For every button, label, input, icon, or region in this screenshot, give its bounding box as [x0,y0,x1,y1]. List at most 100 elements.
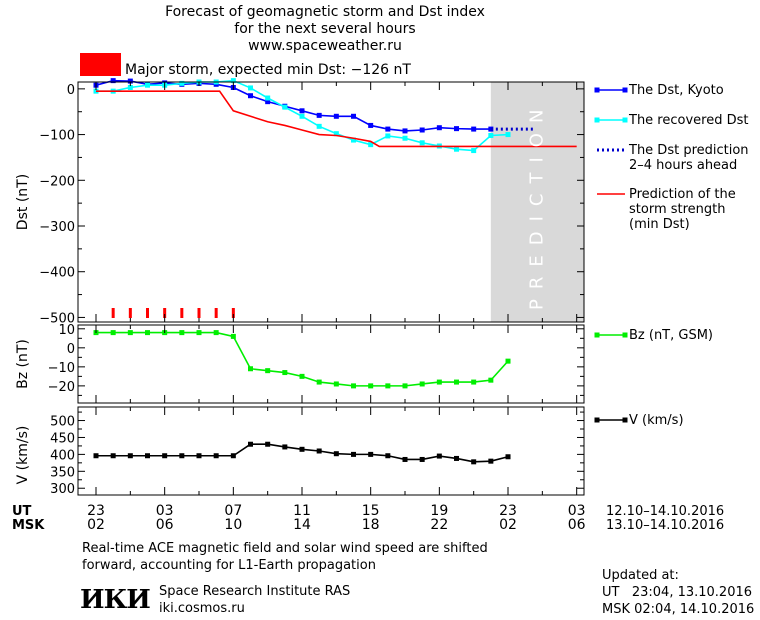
prediction-band-label: PREDICTION [526,100,547,310]
data-point [333,381,339,387]
data-point [454,455,460,461]
ut-tick-label: 15 [362,503,380,519]
data-point [333,131,339,137]
data-point [179,80,185,86]
ut-tick-label: 11 [293,503,311,519]
data-point [419,456,425,462]
ut-tick-label: 03 [156,503,174,519]
v-panel-frame [77,406,585,496]
data-point [145,453,151,459]
data-point [436,379,442,385]
msk-tick-label: 02 [499,517,517,533]
footnote-line2: forward, accounting for L1-Earth propaga… [82,558,376,573]
data-point [299,373,305,379]
data-point [110,453,116,459]
legend-label-v: V (km/s) [629,413,684,428]
data-point [471,459,477,465]
data-point [333,113,339,119]
y-tick-label: −500 [39,311,75,326]
data-point [436,453,442,459]
data-point [419,127,425,133]
legend-marker [622,417,628,423]
data-point [282,444,288,450]
institute-url[interactable]: iki.cosmos.ru [159,601,245,616]
data-point [110,330,116,336]
y-tick-label: 350 [50,465,75,480]
data-point [248,85,254,91]
msk-tick-label: 14 [293,517,311,533]
msk-tick-label: 06 [156,517,174,533]
y-tick-label: 0 [67,342,75,357]
data-point [419,381,425,387]
data-point [145,82,151,88]
y-tick-label: −300 [39,220,75,235]
data-point [282,104,288,110]
data-point [213,330,219,336]
data-point [385,383,391,389]
data-point [436,125,442,131]
data-point [454,146,460,152]
data-point [402,128,408,134]
legend-label-dst-prediction-line2: 2–4 hours ahead [629,158,737,173]
legend-label-dst-kyoto: The Dst, Kyoto [628,83,724,98]
data-point [471,148,477,154]
series-line-0 [95,79,491,132]
legend-label-storm-strength-line2: storm strength [629,202,726,217]
y-tick-label: −10 [48,361,75,376]
data-point [299,113,305,119]
data-point [179,330,185,336]
data-point [127,78,133,84]
legend-label-storm-strength-line3: (min Dst) [629,217,690,232]
data-point [505,454,511,460]
marks-layer [93,78,628,465]
data-point [488,458,494,464]
data-point [299,108,305,114]
data-point [402,135,408,141]
footnote-line1: Real-time ACE magnetic field and solar w… [82,541,488,556]
dst-panel-ylabel: Dst (nT) [15,174,31,230]
msk-tick-label: 02 [87,517,105,533]
data-point [179,453,185,459]
data-point [196,330,202,336]
data-point [385,453,391,459]
y-tick-label: 300 [50,482,75,497]
storm-level-badge [80,53,121,76]
chart-title-line2: for the next several hours [234,21,416,37]
data-point [127,84,133,90]
v-panel-ylabel: V (km/s) [15,426,31,485]
data-point [316,379,322,385]
data-point [351,137,357,143]
data-point [248,441,254,447]
data-point [213,453,219,459]
prediction-band [490,82,584,322]
institute-name: Space Research Institute RAS [159,584,351,599]
data-point [316,448,322,454]
msk-label: MSK [12,518,45,533]
data-point [265,99,271,105]
legend-marker [622,332,628,338]
y-tick-label: 0 [67,83,75,98]
data-point [230,453,236,459]
y-tick-label: −100 [39,129,75,144]
data-point [419,140,425,146]
legend-marker [594,332,600,338]
data-point [333,451,339,457]
ut-tick-label: 19 [430,503,448,519]
data-point [351,113,357,119]
ut-tick-label: 23 [499,503,517,519]
ut-label: UT [12,504,32,519]
legend-marker [622,87,628,93]
data-point [351,451,357,457]
data-point [454,379,460,385]
data-point [385,133,391,139]
data-point [196,453,202,459]
bz-panel-ylabel: Bz (nT) [15,339,31,389]
data-point [230,333,236,339]
data-point [368,142,374,148]
data-point [488,132,494,138]
data-point [127,330,133,336]
data-point [248,366,254,372]
data-point [110,78,116,84]
legend-marker [594,417,600,423]
data-point [454,126,460,132]
